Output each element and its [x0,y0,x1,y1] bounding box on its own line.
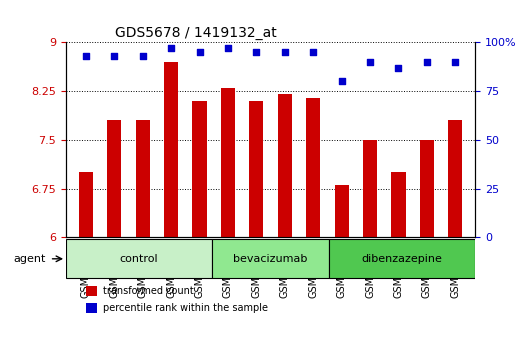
Point [138,53,147,59]
Text: transformed count: transformed count [103,286,194,296]
Bar [278,95,292,237]
FancyBboxPatch shape [66,239,212,278]
Bar [420,140,434,237]
Bar [79,172,93,237]
Point [252,50,261,55]
Text: percentile rank within the sample: percentile rank within the sample [103,303,268,313]
Point [423,59,431,65]
Bar [335,185,349,237]
Text: dibenzazepine: dibenzazepine [362,254,442,264]
Text: control: control [120,254,158,264]
Bar [391,172,406,237]
Point [167,46,175,51]
Text: agent: agent [13,254,45,264]
Bar [448,120,463,237]
Bar [87,286,97,296]
Point [366,59,374,65]
Bar [87,303,97,313]
Text: bevacizumab: bevacizumab [233,254,308,264]
FancyBboxPatch shape [212,239,329,278]
Text: GDS5678 / 1419132_at: GDS5678 / 1419132_at [115,26,277,40]
Bar [363,140,377,237]
Bar [107,120,121,237]
Bar [306,98,320,237]
Bar [136,120,150,237]
Point [224,46,232,51]
Bar [249,101,263,237]
Point [280,50,289,55]
Point [394,65,403,71]
Point [451,59,459,65]
Point [110,53,118,59]
Bar [221,88,235,237]
Bar [192,101,206,237]
Bar [164,62,178,237]
Point [337,79,346,84]
FancyBboxPatch shape [329,239,475,278]
Point [195,50,204,55]
Point [82,53,90,59]
Point [309,50,317,55]
